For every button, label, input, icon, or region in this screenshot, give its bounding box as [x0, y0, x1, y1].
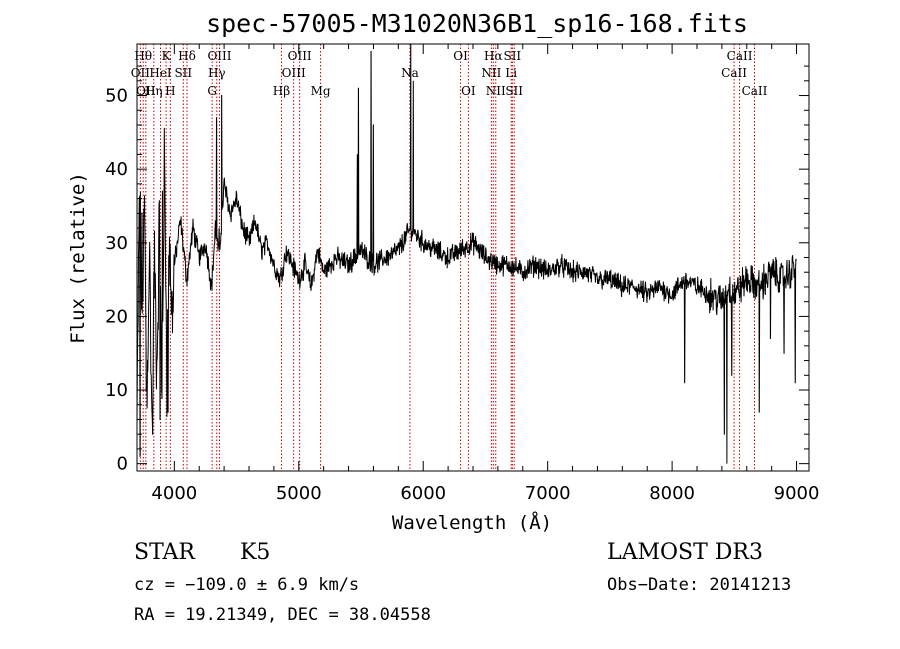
line-label-13: OIII [282, 66, 306, 80]
spectrum-line [136, 43, 797, 464]
y-axis-label: Flux (relative) [67, 172, 89, 344]
line-label-16: Na [401, 66, 419, 80]
object-class: STAR [134, 540, 196, 565]
x-axis-label: Wavelength (Å) [392, 511, 552, 534]
line-label-20: Hα [484, 49, 503, 63]
line-label-1: Hθ [134, 49, 152, 63]
line-label-19: NII [481, 66, 501, 80]
axis-ticks: 4000 5000 6000 7000 8000 9000 0 10 20 30 40 50 [105, 44, 819, 504]
line-label-23: SII [503, 49, 521, 63]
line-label-4: HeI [149, 66, 172, 80]
line-label-3: Hη [145, 84, 163, 98]
line-label-10: Hγ [208, 66, 226, 80]
line-label-14: OIII [288, 49, 312, 63]
line-label-0: OII [131, 66, 151, 80]
observation-date: Obs−Date: 20141213 [607, 575, 791, 595]
plot-frame [136, 43, 810, 472]
survey-name: LAMOST DR3 [607, 540, 763, 565]
line-label-8: Hδ [178, 49, 196, 63]
y-tick-label: 20 [105, 306, 128, 327]
line-label-7: SII [174, 66, 192, 80]
line-label-24: SII [505, 84, 523, 98]
y-tick-label: 0 [117, 454, 128, 475]
line-label-17: OI [453, 49, 468, 63]
line-label-12: Hβ [273, 84, 290, 98]
y-tick-label: 30 [105, 233, 128, 254]
line-label-5: K [162, 49, 172, 63]
line-label-2: OII [136, 84, 156, 98]
y-tick-label: 10 [105, 380, 128, 401]
sky-coordinates: RA = 19.21349, DEC = 38.04558 [134, 605, 431, 625]
x-tick-label: 6000 [400, 483, 446, 504]
line-label-11: OIII [207, 49, 231, 63]
line-label-21: NII [486, 84, 506, 98]
x-tick-label: 5000 [276, 483, 322, 504]
spectral-line-labels: OIIHθOIIHηHeIKHSIIHδGHγOIIIHβOIIIOIIIMgN… [131, 49, 768, 98]
line-label-26: CaII [727, 49, 753, 63]
line-label-25: CaII [721, 66, 747, 80]
line-label-18: OI [461, 84, 476, 98]
line-label-15: Mg [311, 84, 331, 98]
redshift-velocity: cz = −109.0 ± 6.9 km/s [134, 575, 359, 595]
y-tick-label: 40 [105, 159, 128, 180]
x-tick-label: 9000 [774, 483, 820, 504]
chart-title: spec-57005-M31020N36B1_sp16-168.fits [206, 9, 748, 38]
line-label-22: Li [505, 66, 517, 80]
x-tick-label: 4000 [151, 483, 197, 504]
object-subclass: K5 [240, 540, 270, 565]
x-tick-label: 8000 [649, 483, 695, 504]
line-label-27: CaII [742, 84, 768, 98]
line-label-6: H [165, 84, 175, 98]
line-label-9: G [207, 84, 217, 98]
x-tick-label: 7000 [525, 483, 571, 504]
y-tick-label: 50 [105, 86, 128, 107]
